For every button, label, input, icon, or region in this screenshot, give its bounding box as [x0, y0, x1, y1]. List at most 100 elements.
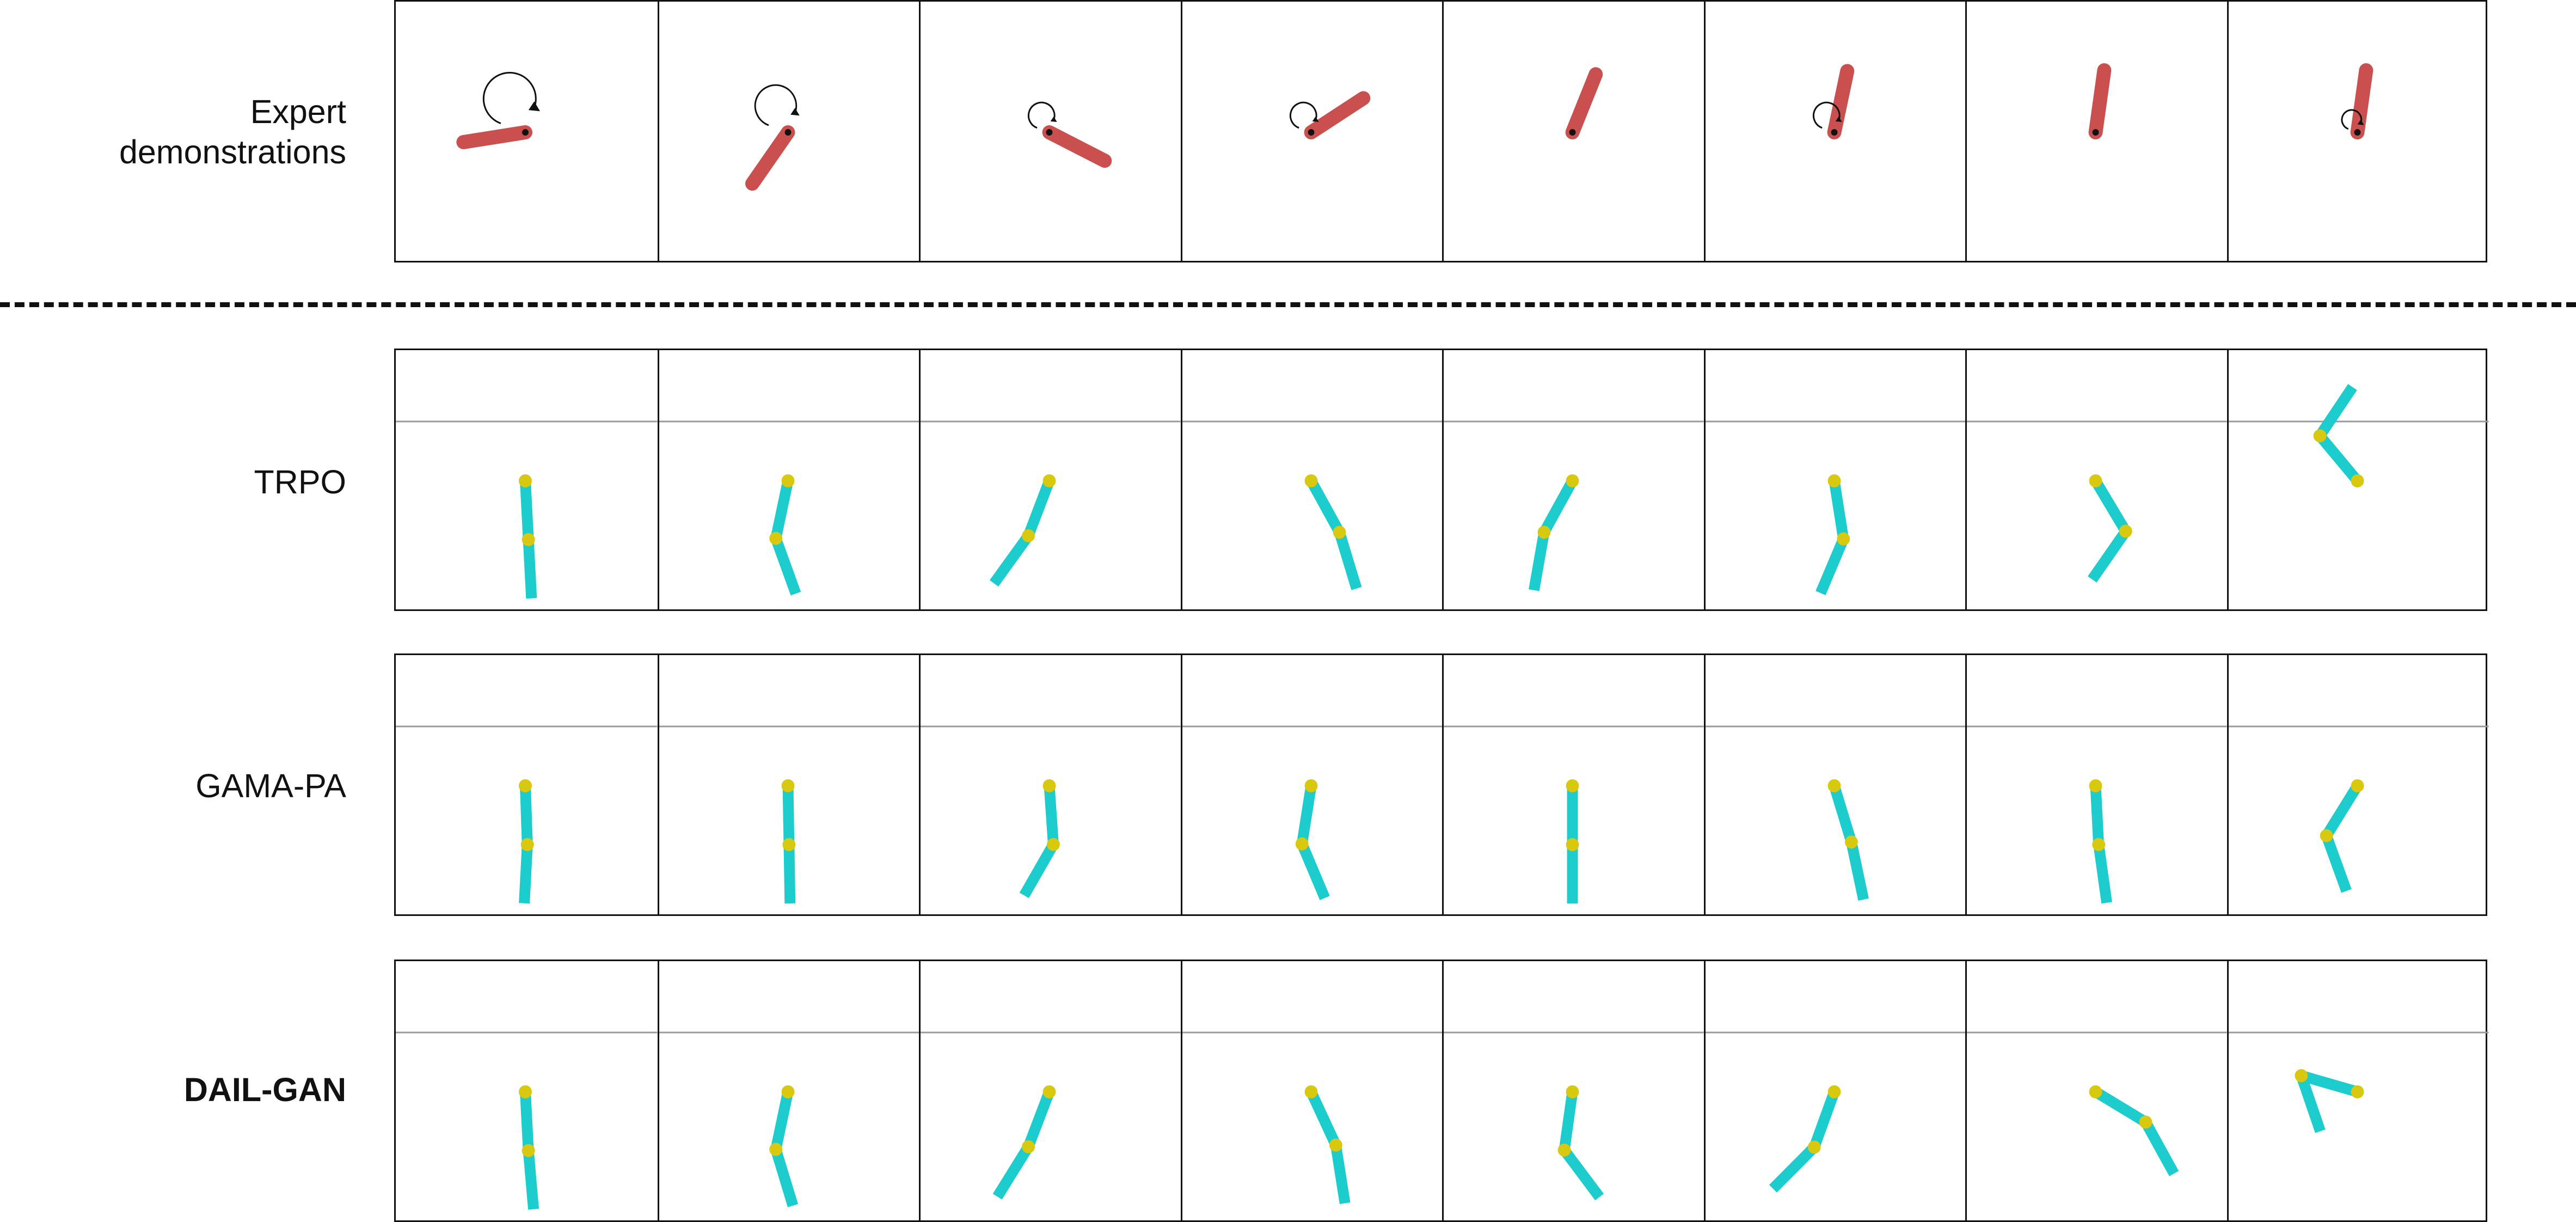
- rotation-arrowhead-icon: [2357, 119, 2364, 125]
- acrobot-base-joint: [1042, 1085, 1056, 1098]
- acrobot-link-1: [2090, 785, 2105, 845]
- frame-cell-trpo-7: [1965, 350, 2227, 609]
- acrobot-frame: [659, 1031, 919, 1207]
- acrobot-base-joint: [1304, 474, 1317, 487]
- acrobot-link-2: [770, 536, 801, 596]
- frame-cell-expert-4: [1180, 2, 1443, 261]
- frame-cell-expert-1: [396, 2, 658, 261]
- rotation-arrow: [754, 84, 797, 126]
- acrobot-link-2: [1019, 841, 1058, 899]
- frame-cell-expert-2: [657, 2, 919, 261]
- acrobot-base-joint: [519, 779, 532, 792]
- row-label-expert-line1: Expert: [250, 93, 346, 130]
- acrobot-frame: [1967, 1031, 2227, 1176]
- acrobot-base-joint: [1304, 779, 1317, 792]
- acrobot-frame: [1182, 1031, 1442, 1205]
- acrobot-middle-joint: [522, 533, 535, 546]
- acrobot-link-1: [1559, 1091, 1578, 1151]
- frame-cell-dail-gan-7: [1965, 961, 2227, 1220]
- pendulum-rod: [1565, 67, 1603, 139]
- row-label-trpo-text: TRPO: [254, 463, 346, 500]
- acrobot-base-joint: [1566, 779, 1579, 792]
- acrobot-frame: [1182, 725, 1442, 900]
- acrobot-frame: [1967, 420, 2227, 583]
- pendulum-rod: [2350, 63, 2373, 139]
- acrobot-base-joint: [781, 474, 794, 487]
- acrobot-frame: [1444, 1031, 1704, 1201]
- acrobot-middle-joint: [1022, 1140, 1035, 1153]
- acrobot-link-2: [1769, 1143, 1818, 1193]
- pendulum-frame: [745, 84, 800, 191]
- acrobot-middle-joint: [2313, 429, 2326, 443]
- frame-cell-gama-pa-2: [657, 655, 919, 914]
- acrobot-middle-joint: [1333, 526, 1346, 539]
- frame-cell-expert-3: [919, 2, 1181, 261]
- frame-cell-expert-6: [1703, 2, 1966, 261]
- frame-cell-gama-pa-5: [1442, 655, 1704, 914]
- frame-strip-gama-pa: [394, 653, 2488, 916]
- frame-cell-gama-pa-6: [1703, 655, 1965, 914]
- acrobot-link-1: [520, 480, 534, 540]
- acrobot-link-2: [1334, 530, 1361, 590]
- rotation-arrow: [1812, 101, 1841, 129]
- acrobot-base-joint: [1042, 474, 1056, 487]
- acrobot-frame: [1444, 420, 1704, 591]
- rotation-arrow: [482, 72, 537, 124]
- acrobot-link-2: [2296, 1073, 2326, 1133]
- frame-cell-trpo-2: [657, 350, 919, 609]
- frame-strip-trpo: [394, 349, 2488, 611]
- acrobot-base-joint: [2351, 474, 2364, 487]
- pendulum-pivot: [784, 129, 791, 136]
- acrobot-middle-joint: [2092, 838, 2106, 851]
- acrobot-base-joint: [2089, 779, 2102, 792]
- frame-cell-dail-gan-2: [657, 961, 919, 1220]
- acrobot-link-1: [2090, 478, 2131, 534]
- acrobot-middle-joint: [1836, 532, 1850, 546]
- pendulum-pivot: [1569, 129, 1576, 136]
- acrobot-link-2: [519, 844, 533, 904]
- acrobot-link-2: [523, 1150, 539, 1210]
- acrobot-frame: [921, 420, 1181, 587]
- acrobot-middle-joint: [769, 531, 782, 545]
- frame-cell-trpo-6: [1703, 350, 1965, 609]
- acrobot-frame: [659, 725, 919, 904]
- frame-cell-gama-pa-3: [919, 655, 1181, 914]
- pendulum-frame: [1027, 101, 1112, 168]
- rotation-arrow: [2340, 109, 2362, 130]
- acrobot-base-joint: [781, 779, 794, 792]
- frame-cell-expert-5: [1442, 2, 1704, 261]
- acrobot-link-2: [2088, 528, 2130, 583]
- acrobot-middle-joint: [1807, 1140, 1821, 1154]
- rotation-arrowhead-icon: [790, 108, 800, 116]
- acrobot-middle-joint: [2294, 1069, 2308, 1083]
- pendulum-rod: [745, 125, 795, 191]
- acrobot-link-1: [1829, 784, 1856, 844]
- acrobot-base-joint: [1566, 474, 1579, 487]
- acrobot-frame: [1967, 725, 2227, 904]
- acrobot-middle-joint: [1844, 835, 1858, 849]
- rotation-arrowhead-icon: [1050, 116, 1057, 123]
- acrobot-link-2: [2140, 1119, 2179, 1176]
- acrobot-base-joint: [1566, 1085, 1579, 1098]
- acrobot-frame: [1705, 420, 1965, 595]
- acrobot-frame: [1182, 420, 1442, 590]
- pendulum-pivot: [522, 129, 529, 136]
- acrobot-base-joint: [2089, 1085, 2102, 1098]
- acrobot-base-joint: [1827, 1085, 1841, 1098]
- acrobot-link-2: [523, 539, 537, 599]
- acrobot-link-1: [1306, 1089, 1341, 1148]
- acrobot-link-2: [1560, 1146, 1604, 1201]
- acrobot-link-1: [1808, 1090, 1839, 1149]
- pendulum-rod: [456, 125, 532, 149]
- frame-cell-dail-gan-5: [1442, 961, 1704, 1220]
- acrobot-base-joint: [2089, 474, 2102, 487]
- acrobot-base-joint: [781, 1085, 794, 1098]
- pendulum-rod: [1304, 91, 1370, 139]
- acrobot-link-1: [770, 479, 793, 540]
- acrobot-link-2: [783, 844, 795, 904]
- acrobot-link-2: [770, 1147, 798, 1207]
- frame-cell-trpo-8: [2227, 350, 2488, 609]
- acrobot-link-1: [1829, 480, 1849, 540]
- acrobot-middle-joint: [1557, 1143, 1571, 1157]
- acrobot-frame: [1705, 1031, 1965, 1193]
